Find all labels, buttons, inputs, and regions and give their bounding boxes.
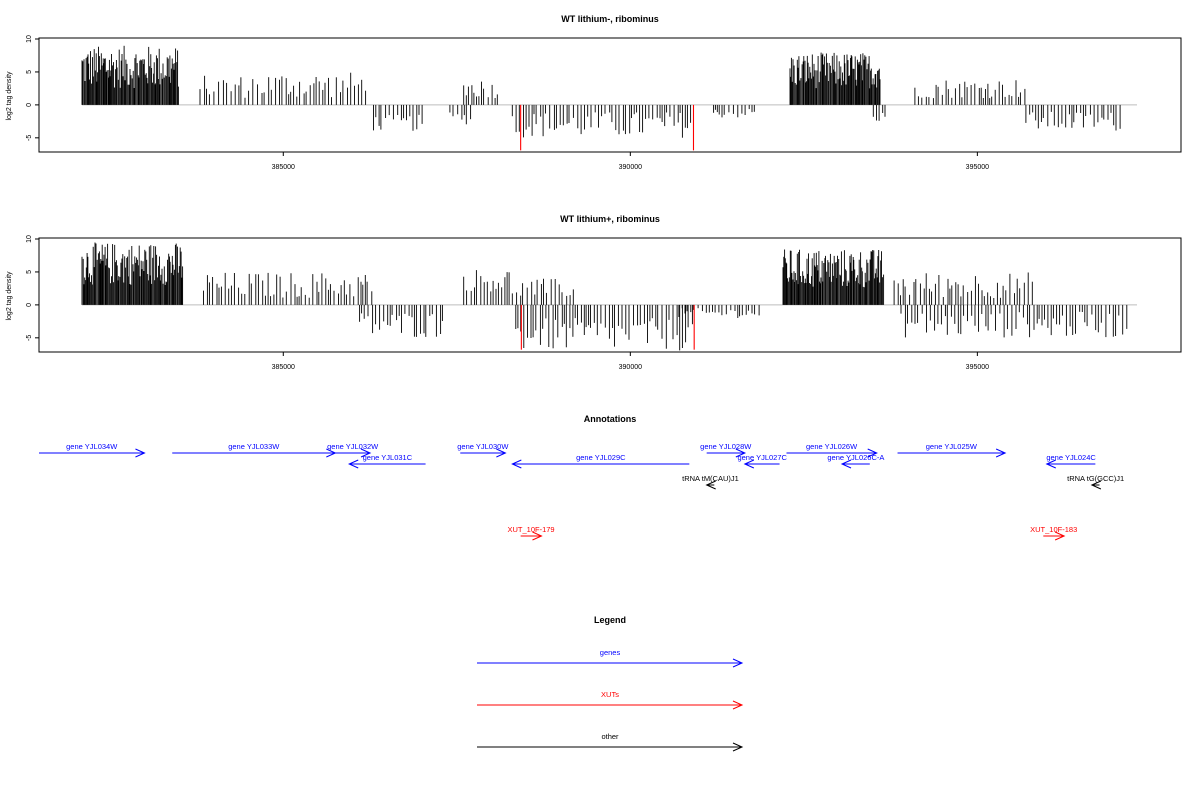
- y-axis-label-lithium-plus: log2 tag density: [6, 271, 13, 321]
- x-tick-label: 395000: [966, 364, 989, 371]
- y-tick-label: 0: [26, 303, 33, 307]
- arrow-head: [347, 459, 359, 469]
- annotation-label: gene YJL029C: [576, 453, 626, 462]
- arrow-head: [532, 531, 543, 541]
- annotations-title: Annotations: [584, 414, 637, 424]
- x-tick-label: 395000: [966, 164, 989, 171]
- track-title-lithium-plus: WT lithium+, ribominus: [560, 214, 660, 224]
- legend-label: genes: [600, 648, 621, 657]
- annotation-label: XUT_10F-183: [1030, 525, 1077, 534]
- plot-frame: [38, 237, 1182, 353]
- annotations-panel: Annotations gene YJL034W gene YJL033W gene…: [39, 414, 1124, 541]
- annotation-arrow: [511, 459, 690, 469]
- annotation-label: gene YJL030W: [457, 442, 509, 451]
- y-tick-label: 10: [26, 235, 33, 243]
- y-tick-label: -5: [26, 335, 33, 341]
- annotation-arrow: [705, 480, 716, 490]
- y-tick-label: 10: [26, 35, 33, 43]
- arrow-head: [1045, 459, 1056, 469]
- annotation-label: gene YJL032W: [327, 442, 379, 451]
- arrow-head: [732, 742, 744, 752]
- annotation-arrow: [335, 448, 372, 458]
- track-panel-wt-lithium-plus: WT lithium+, ribominus log2 tag density …: [6, 214, 1182, 371]
- arrow-head: [496, 448, 507, 458]
- y-tick-label: 5: [26, 270, 33, 274]
- annotation-arrow: [347, 459, 426, 469]
- annotation-arrow: [460, 448, 507, 458]
- annotation-label: gene YJL024C: [1046, 453, 1096, 462]
- arrow-head: [735, 448, 747, 458]
- x-tick-label: 390000: [619, 364, 642, 371]
- bar-series: [81, 45, 1121, 138]
- y-tick-label: 5: [26, 70, 33, 74]
- annotation-arrow: [520, 531, 543, 541]
- arrow-head: [867, 448, 878, 458]
- annotation-arrow: [1043, 531, 1066, 541]
- legend-title: Legend: [594, 615, 626, 625]
- annotation-label: gene YJL027C: [737, 453, 787, 462]
- annotation-arrow: [1045, 459, 1096, 469]
- annotation-arrow: [706, 448, 747, 458]
- arrow-head: [1090, 480, 1102, 490]
- annotation-label: gene YJL033W: [228, 442, 280, 451]
- arrow-head: [732, 658, 744, 668]
- annotation-arrow: [39, 448, 146, 458]
- legend-arrow: [477, 658, 744, 668]
- arrow-head: [732, 700, 744, 710]
- y-axis-label-lithium-minus: log2 tag density: [6, 71, 13, 121]
- arrow-head: [705, 480, 716, 490]
- annotation-arrow: [897, 448, 1007, 458]
- arrow-head: [511, 459, 522, 469]
- arrow-head: [360, 448, 372, 458]
- annotation-arrow: [1090, 480, 1102, 490]
- annotation-label: tRNA tM(CAU)J1: [682, 474, 739, 483]
- annotation-label: gene YJL026W: [806, 442, 858, 451]
- annotation-label: gene YJL028W: [700, 442, 752, 451]
- track-panel-wt-lithium-minus: WT lithium-, ribominus log2 tag density …: [6, 14, 1182, 171]
- arrow-head: [1054, 531, 1066, 541]
- plot-frame: [38, 37, 1182, 153]
- legend-label: other: [601, 732, 619, 741]
- arrow-head: [840, 459, 852, 469]
- annotation-label: gene YJL026C-A: [827, 453, 884, 462]
- annotation-label: XUT_10F-179: [508, 525, 555, 534]
- arrow-head: [995, 448, 1007, 458]
- arrow-head: [135, 448, 146, 458]
- x-tick-label: 385000: [272, 364, 295, 371]
- annotation-label: gene YJL031C: [363, 453, 413, 462]
- y-tick-label: 0: [26, 103, 33, 107]
- annotation-arrow: [743, 459, 780, 469]
- annotation-arrow: [786, 448, 878, 458]
- annotation-label: gene YJL034W: [66, 442, 118, 451]
- legend-label: XUTs: [601, 690, 619, 699]
- annotation-arrow: [840, 459, 870, 469]
- legend-panel: Legend genes XUTs other: [477, 615, 744, 752]
- arrow-head: [743, 459, 755, 469]
- bar-series: [81, 242, 1128, 351]
- annotation-label: gene YJL025W: [926, 442, 978, 451]
- legend-arrow: [477, 742, 744, 752]
- y-tick-label: -5: [26, 135, 33, 141]
- legend-arrow: [477, 700, 744, 710]
- annotation-label: tRNA tG(GCC)J1: [1067, 474, 1124, 483]
- x-tick-label: 385000: [272, 164, 295, 171]
- x-tick-label: 390000: [619, 164, 642, 171]
- track-title-lithium-minus: WT lithium-, ribominus: [561, 14, 659, 24]
